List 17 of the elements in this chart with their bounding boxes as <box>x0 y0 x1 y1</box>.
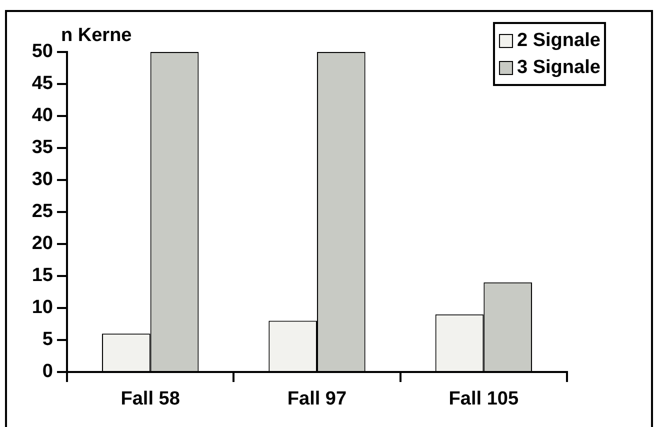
y-tick-label: 0 <box>42 361 53 382</box>
legend-label: 3 Signale <box>517 56 600 78</box>
x-tick-label: Fall 105 <box>448 388 519 410</box>
y-tick-label: 25 <box>32 201 54 222</box>
y-axis-title: n Kerne <box>61 25 132 46</box>
y-tick-label: 45 <box>32 73 54 94</box>
y-tick-label: 10 <box>32 297 53 318</box>
y-tick-label: 20 <box>32 233 53 254</box>
y-tick-label: 30 <box>32 169 53 190</box>
x-tick-label: Fall 58 <box>120 388 180 410</box>
y-tick-label: 35 <box>32 137 54 158</box>
y-tick-label: 15 <box>32 265 54 286</box>
y-tick-label: 50 <box>32 41 53 62</box>
x-tick-label: Fall 97 <box>287 388 347 410</box>
y-tick-label: 40 <box>32 105 53 126</box>
y-tick-label: 5 <box>42 329 54 350</box>
legend-label: 2 Signale <box>517 30 600 52</box>
